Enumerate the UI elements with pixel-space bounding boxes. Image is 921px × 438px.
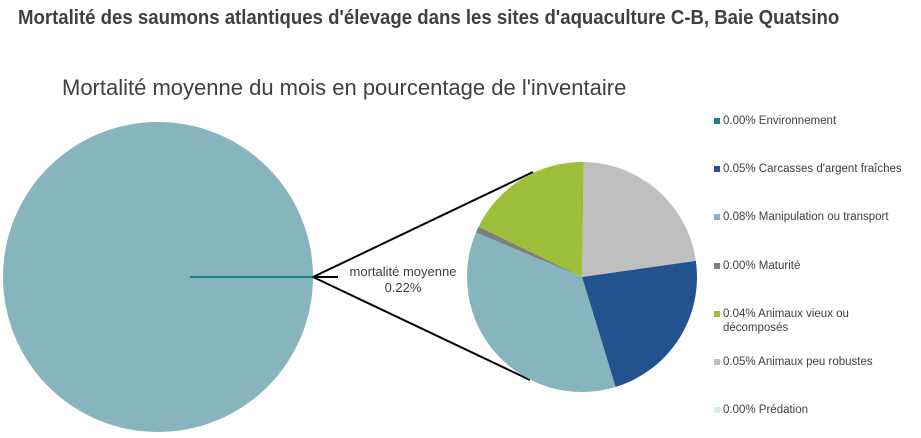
legend-item-carcasses: 0.05% Carcasses d'argent fraîches (714, 162, 902, 176)
legend-swatch-icon (714, 359, 720, 365)
legend-swatch-icon (714, 118, 720, 124)
legend-label: 0.00% Maturité (723, 260, 801, 272)
legend-swatch-icon (714, 311, 720, 317)
legend-label: 0.05% Animaux peu robustes (723, 356, 873, 368)
callout-label: mortalité moyenne 0.22% (338, 264, 468, 296)
pie-slice (582, 260, 697, 387)
legend-swatch-icon (714, 166, 720, 172)
callout-value: 0.22% (384, 280, 422, 295)
connector-line-top (312, 171, 534, 278)
main-pie (3, 122, 313, 432)
legend-swatch-icon (714, 263, 720, 269)
connector-line-bottom (312, 276, 531, 381)
pie-slice (582, 162, 696, 277)
pie-slice (478, 162, 584, 277)
legend-swatch-icon (714, 214, 720, 220)
legend-label: 0.00% Prédation (723, 404, 809, 416)
callout-text: mortalité moyenne (349, 264, 457, 279)
legend-label: 0.08% Manipulation ou transport (723, 211, 889, 223)
legend-item-manipulation: 0.08% Manipulation ou transport (714, 210, 889, 224)
legend-swatch-icon (714, 407, 720, 413)
secondary-pie (467, 162, 697, 392)
legend-item-predation: 0.00% Prédation (714, 403, 808, 417)
legend-item-vieux: 0.04% Animaux vieux ou décomposés (714, 307, 874, 335)
pie-slice (467, 232, 616, 392)
legend-label: 0.00% Environnement (723, 115, 837, 127)
legend-label: 0.05% Carcasses d'argent fraîches (723, 163, 902, 175)
chart-subtitle: Mortalité moyenne du mois en pourcentage… (62, 75, 627, 100)
legend-item-peu-robustes: 0.05% Animaux peu robustes (714, 355, 873, 369)
pie-slice (475, 226, 582, 277)
chart-title: Mortalité des saumons atlantiques d'élev… (18, 7, 840, 29)
legend-item-environnement: 0.00% Environnement (714, 114, 836, 128)
legend-label: 0.04% Animaux vieux ou décomposés (723, 308, 849, 334)
legend-item-maturite: 0.00% Maturité (714, 259, 800, 273)
